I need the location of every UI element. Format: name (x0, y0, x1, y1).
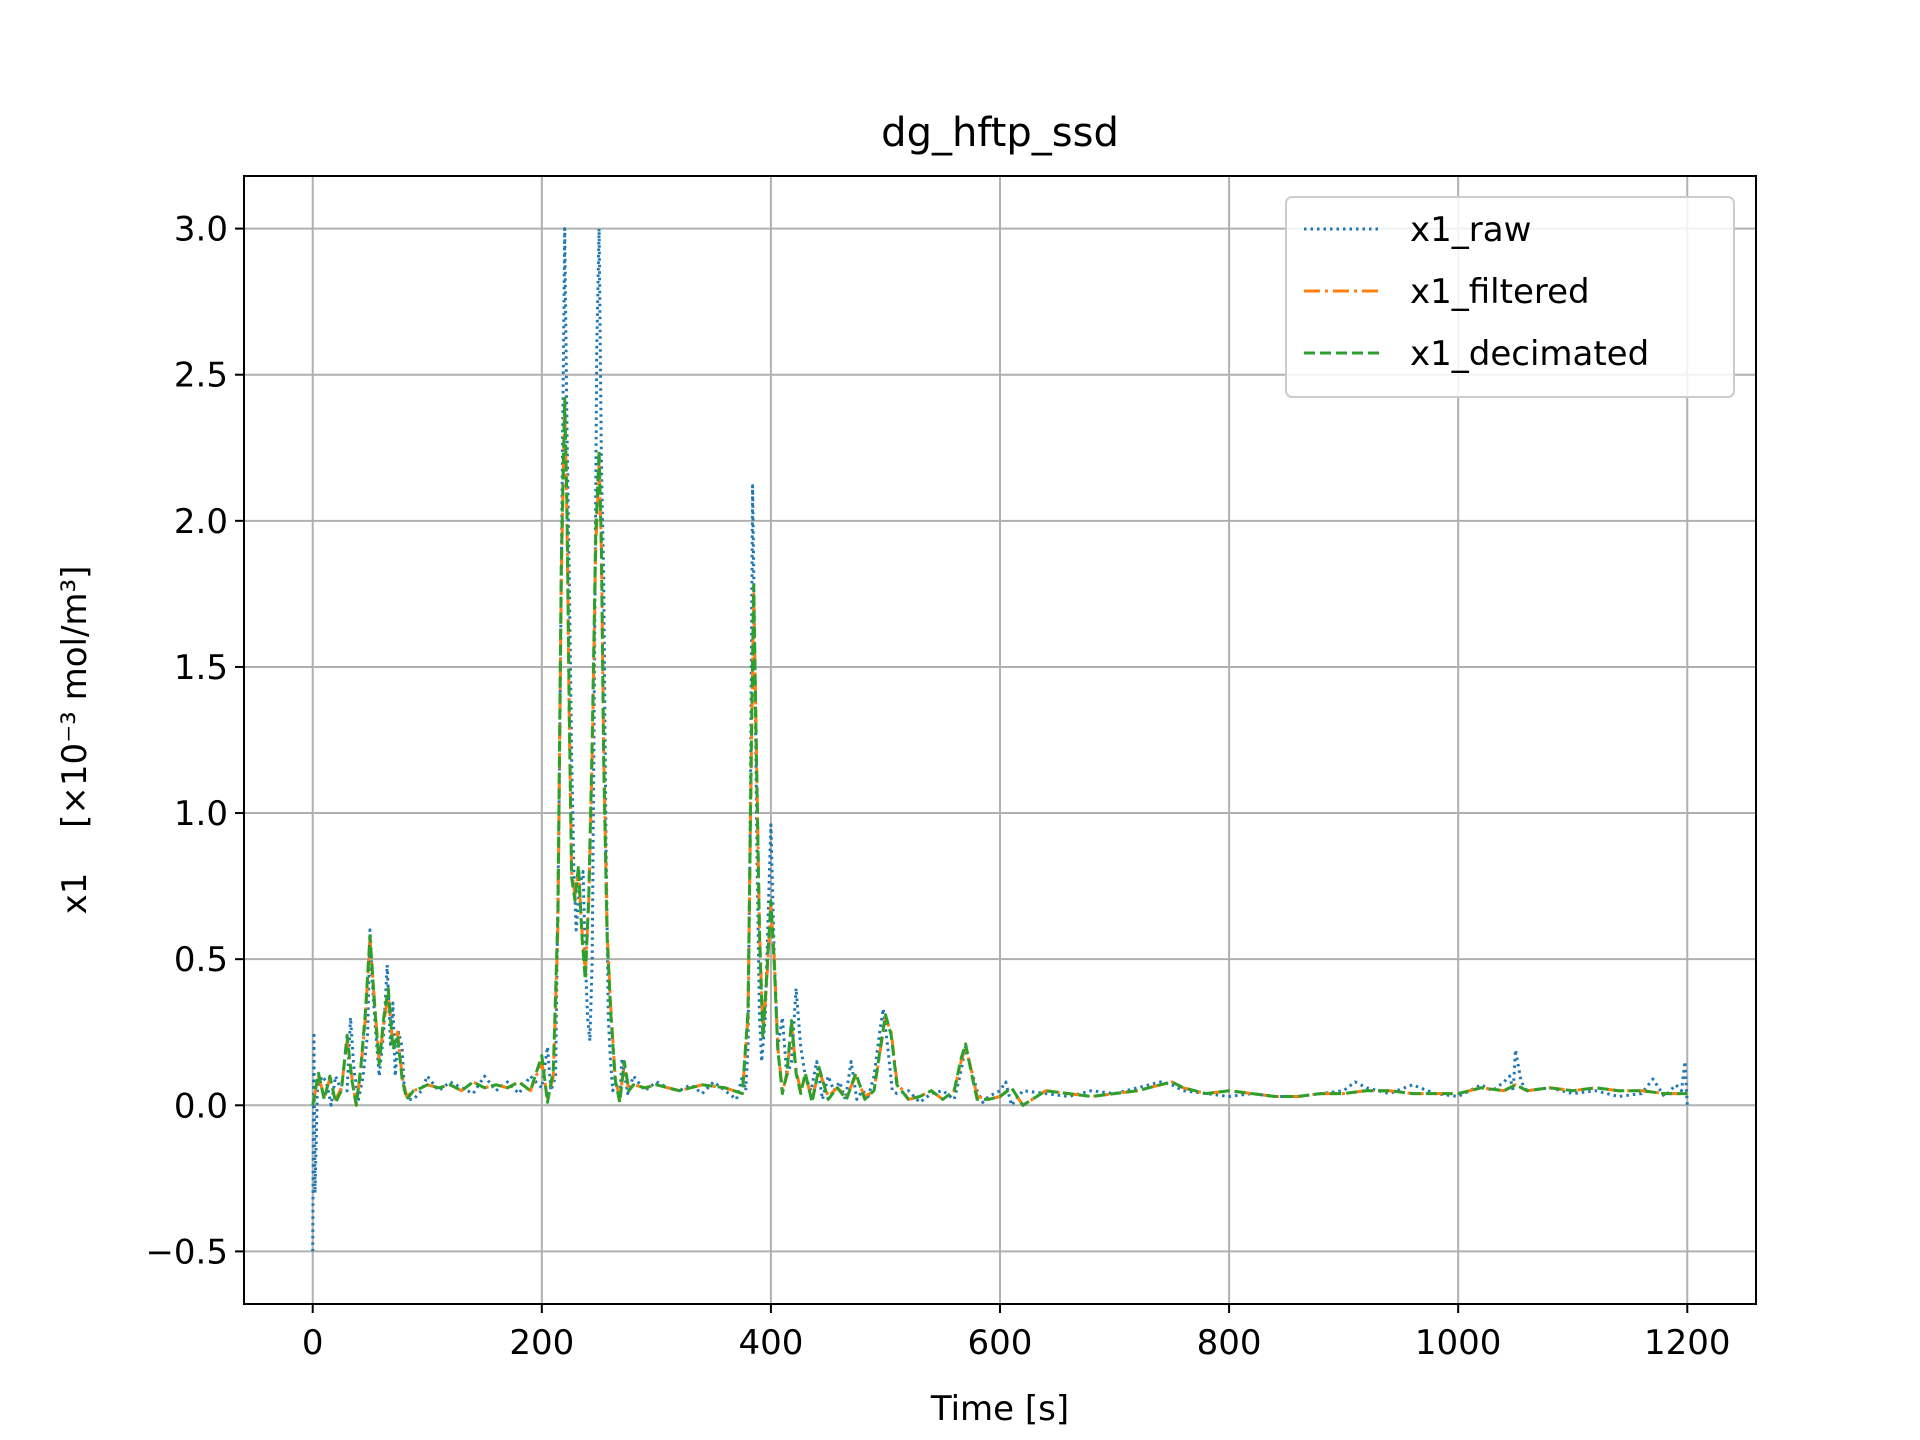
y-tick-label: 1.0 (174, 794, 228, 834)
x-tick-label: 1000 (1415, 1323, 1502, 1363)
legend: x1_raw x1_filtered x1_decimated (1285, 196, 1735, 398)
legend-label-x1-filtered: x1_filtered (1410, 272, 1590, 312)
legend-label-x1-decimated: x1_decimated (1410, 334, 1649, 374)
y-axis-label: x1 [×10⁻³ mol/m³] (55, 566, 95, 915)
y-tick-label: −0.5 (145, 1232, 228, 1272)
y-tick-label: 1.5 (174, 648, 228, 688)
legend-box (1285, 196, 1735, 398)
y-tick-label: 0.0 (174, 1086, 228, 1126)
x-tick-label: 0 (302, 1323, 324, 1363)
y-tick-label: 2.5 (174, 356, 228, 396)
chart-title: dg_hftp_ssd (881, 110, 1119, 156)
series-line-x1-decimated (311, 396, 1688, 1107)
axis-ticks: 0 200 400 600 800 1000 1200 −0.5 0.0 0.5 1.0 1.5 2.0… (145, 210, 1730, 1363)
grid-lines (244, 176, 1756, 1304)
legend-label-x1-raw: x1_raw (1410, 210, 1531, 250)
y-axis-label-group: x1 [×10⁻³ mol/m³] (55, 566, 95, 915)
series-line-x1-raw (311, 227, 1689, 1252)
x-tick-label: 200 (509, 1323, 574, 1363)
y-tick-label: 0.5 (174, 940, 228, 980)
x-tick-label: 600 (968, 1323, 1033, 1363)
x-axis-label: Time [s] (930, 1389, 1069, 1429)
y-axis-label-name: x1 (55, 873, 95, 915)
series-layer (311, 227, 1689, 1252)
y-tick-label: 3.0 (174, 210, 228, 250)
x-tick-label: 400 (738, 1323, 803, 1363)
y-axis-label-units: [×10⁻³ mol/m³] (55, 566, 95, 828)
y-tick-label: 2.0 (174, 502, 228, 542)
x-tick-label: 1200 (1644, 1323, 1731, 1363)
x-tick-label: 800 (1197, 1323, 1262, 1363)
